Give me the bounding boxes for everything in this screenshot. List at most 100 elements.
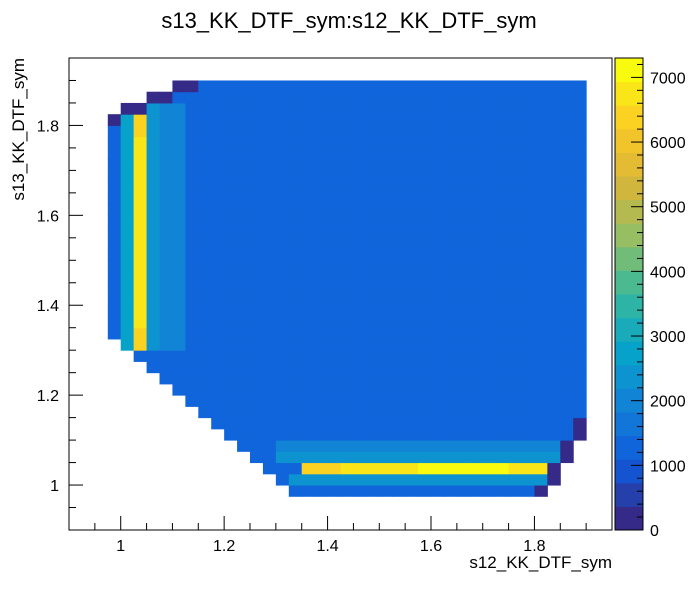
heatmap-cell — [159, 338, 173, 351]
heatmap-cell — [418, 350, 432, 362]
heatmap-cell — [224, 136, 238, 149]
heatmap-cell — [353, 451, 367, 464]
heatmap-cell — [469, 406, 484, 419]
heatmap-cell — [224, 361, 238, 374]
heatmap-cell — [482, 428, 497, 441]
heatmap-cell — [301, 102, 316, 115]
heatmap-cell — [482, 395, 497, 407]
heatmap-cell — [508, 226, 522, 239]
heatmap-cell — [456, 147, 471, 160]
heatmap-cell — [314, 147, 329, 160]
heatmap-cell — [314, 226, 329, 239]
heatmap-cell — [288, 327, 303, 340]
heatmap-cell — [211, 406, 225, 419]
heatmap-cell — [418, 417, 432, 430]
heatmap-cell — [262, 383, 277, 396]
heatmap-cell — [211, 260, 225, 273]
heatmap-cell — [366, 237, 380, 250]
heatmap-cell — [314, 327, 329, 340]
heatmap-cell — [237, 338, 251, 351]
heatmap-cell — [275, 372, 290, 385]
heatmap-cell — [301, 170, 316, 183]
heatmap-cell — [327, 102, 341, 115]
heatmap-cell — [443, 147, 458, 160]
heatmap-cell — [573, 91, 587, 104]
heatmap-cell — [340, 361, 354, 374]
heatmap-cell — [159, 159, 173, 171]
heatmap-cell — [418, 372, 432, 385]
heatmap-cell — [159, 91, 173, 104]
heatmap-cell — [443, 102, 458, 115]
heatmap-cell — [146, 327, 160, 340]
heatmap-cell — [431, 473, 445, 486]
heatmap-cell — [560, 271, 574, 284]
heatmap-cell — [443, 316, 458, 329]
heatmap-cell — [353, 338, 367, 351]
heatmap-cell — [573, 114, 587, 126]
heatmap-cell — [392, 147, 406, 160]
heatmap-cell — [521, 215, 535, 228]
heatmap-cell — [262, 260, 277, 273]
heatmap-cell — [120, 136, 135, 149]
heatmap-cell — [185, 80, 199, 93]
heatmap-cell — [573, 406, 587, 419]
heatmap-cell — [534, 395, 548, 407]
heatmap-cell — [443, 226, 458, 239]
heatmap-cell — [482, 80, 497, 93]
heatmap-cell — [495, 271, 510, 284]
heatmap-cell — [107, 159, 122, 171]
heatmap-cell — [431, 440, 445, 452]
color-scale-step — [615, 459, 643, 484]
heatmap-cell — [224, 80, 238, 93]
heatmap-cell — [353, 395, 367, 407]
heatmap-cell — [133, 147, 148, 160]
heatmap-cell — [534, 159, 548, 171]
heatmap-cell — [224, 282, 238, 295]
y-tick-label: 1.8 — [37, 118, 59, 135]
heatmap-cell — [379, 260, 393, 273]
heatmap-cell — [288, 395, 303, 407]
heatmap-cell — [366, 316, 380, 329]
heatmap-cell — [392, 395, 406, 407]
heatmap-cell — [133, 226, 148, 239]
heatmap-cell — [508, 473, 522, 486]
heatmap-cell — [353, 485, 367, 497]
heatmap-cell — [120, 114, 135, 126]
heatmap-cell — [262, 237, 277, 250]
heatmap-cell — [327, 451, 341, 464]
heatmap-cell — [301, 260, 316, 273]
heatmap-cell — [185, 305, 199, 317]
heatmap-cell — [392, 271, 406, 284]
heatmap-cell — [521, 125, 535, 138]
heatmap-cell — [482, 91, 497, 104]
heatmap-cell — [405, 147, 419, 160]
heatmap-cell — [443, 350, 458, 362]
heatmap-cell — [482, 249, 497, 261]
heatmap-cell — [224, 181, 238, 194]
color-scale-step — [615, 128, 643, 153]
heatmap-cell — [314, 428, 329, 441]
heatmap-cell — [560, 125, 574, 138]
heatmap-cell — [120, 327, 135, 340]
heatmap-cell — [224, 102, 238, 115]
heatmap-cell — [443, 383, 458, 396]
heatmap-cell — [340, 249, 354, 261]
heatmap-cell — [521, 338, 535, 351]
heatmap-cell — [547, 372, 561, 385]
heatmap-cell — [262, 350, 277, 362]
heatmap-cell — [198, 215, 212, 228]
heatmap-cell — [340, 271, 354, 284]
heatmap-cell — [521, 462, 535, 475]
heatmap-cell — [547, 102, 561, 115]
plot-frame — [68, 57, 613, 531]
heatmap-cell — [353, 192, 367, 205]
heatmap-cell — [198, 159, 212, 171]
heatmap-cell — [211, 271, 225, 284]
heatmap-cell — [366, 136, 380, 149]
heatmap-cell — [547, 181, 561, 194]
heatmap-cell — [495, 417, 510, 430]
heatmap-cell — [443, 305, 458, 317]
heatmap-cell — [211, 237, 225, 250]
heatmap-cell — [301, 159, 316, 171]
heatmap-cell — [211, 395, 225, 407]
